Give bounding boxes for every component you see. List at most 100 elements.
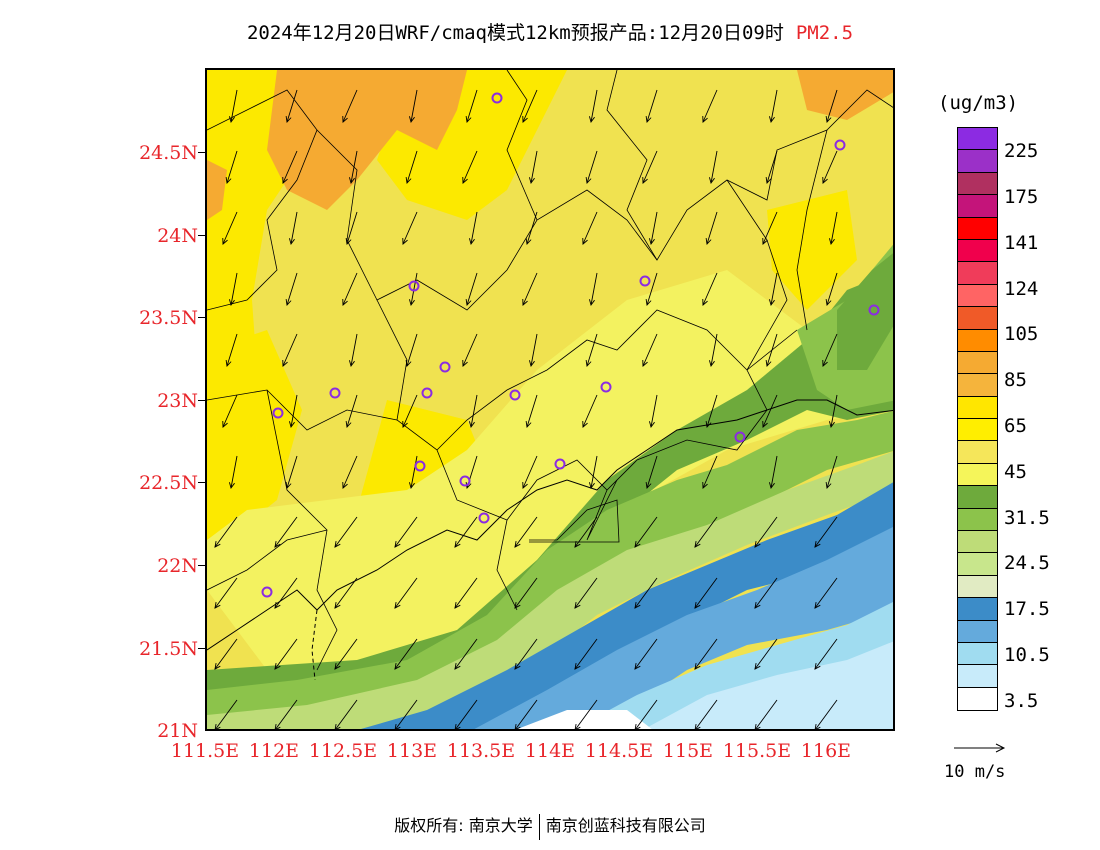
copyright: 版权所有: 南京大学 南京创蓝科技有限公司 xyxy=(0,812,1100,840)
wind-arrow-head xyxy=(465,481,472,489)
wind-arrow-head xyxy=(394,541,401,548)
wind-arrow xyxy=(462,150,478,184)
city-marker xyxy=(734,431,746,443)
wind-arrow xyxy=(282,333,298,367)
colorbar-label: 45 xyxy=(1004,461,1027,483)
colorbar-swatch xyxy=(958,150,997,173)
wind-arrow-head xyxy=(342,115,348,123)
wind-arrow xyxy=(695,699,718,729)
city-marker xyxy=(554,458,566,470)
field-zero xyxy=(517,710,652,729)
wind-arrow xyxy=(590,272,598,306)
wind-arrow-head xyxy=(702,115,708,123)
wind-arrow-head xyxy=(814,541,821,548)
wind-arrow xyxy=(706,211,718,245)
wind-arrow-head xyxy=(574,724,581,729)
wind-arrow xyxy=(694,638,718,670)
lat-label: 21N xyxy=(157,720,198,742)
title-variable: PM2.5 xyxy=(795,22,854,44)
wind-arrow-head xyxy=(522,481,528,489)
wind-arrow xyxy=(454,577,478,609)
copyright-owner: 版权所有: 南京大学 xyxy=(394,816,533,835)
wind-arrow xyxy=(646,272,658,306)
wind-arrow-head xyxy=(274,724,281,729)
colorbar-label: 175 xyxy=(1004,186,1039,208)
wind-arrow-head xyxy=(342,481,348,489)
wind-arrow-head xyxy=(468,421,475,429)
pm25-map xyxy=(205,68,895,731)
wind-arrow-head xyxy=(348,177,355,185)
wind-arrow xyxy=(410,455,418,489)
wind-arrow xyxy=(214,638,238,670)
wind-arrow-head xyxy=(828,238,835,246)
city-marker xyxy=(639,275,651,287)
wind-arrow xyxy=(710,333,718,367)
wind-arrow-head xyxy=(768,299,775,307)
wind-arrow-head xyxy=(528,360,535,368)
wind-arrow xyxy=(815,699,838,729)
wind-arrow xyxy=(830,394,838,428)
wind-arrow xyxy=(762,211,778,245)
wind-arrow xyxy=(230,455,238,489)
wind-arrow-head xyxy=(825,298,832,306)
wind-arrow xyxy=(694,577,718,609)
wind-arrow xyxy=(214,516,238,548)
boundaries xyxy=(207,70,893,671)
wind-arrow-head xyxy=(288,421,295,429)
colorbar-label: 141 xyxy=(1004,232,1039,254)
wind-arrow-head xyxy=(514,663,521,670)
wind-arrow xyxy=(634,516,658,548)
wind-arrow-head xyxy=(405,176,412,184)
wind-arrow xyxy=(526,394,538,428)
wind-arrow xyxy=(395,699,418,729)
wind-arrow xyxy=(642,150,658,184)
city-marker xyxy=(421,387,433,399)
colorbar-label: 65 xyxy=(1004,415,1027,437)
wind-arrow xyxy=(830,211,838,245)
wind-arrow xyxy=(274,638,298,670)
wind-arrow-head xyxy=(634,541,641,548)
colorbar-unit: (ug/m3) xyxy=(938,92,1019,114)
colorbar-swatch xyxy=(958,665,997,688)
city-marker xyxy=(834,139,846,151)
wind-arrow xyxy=(462,333,478,367)
wind-arrow-head xyxy=(334,541,341,548)
wind-arrow xyxy=(522,272,538,306)
lat-tick xyxy=(198,152,206,153)
wind-arrow-head xyxy=(228,482,235,490)
wind-arrow-head xyxy=(282,359,288,367)
city-marker xyxy=(600,381,612,393)
wind-arrow xyxy=(470,211,478,245)
wind-arrow xyxy=(650,394,658,428)
wind-arrow xyxy=(342,455,358,489)
wind-arrow xyxy=(394,638,418,670)
wind-arrow-head xyxy=(214,602,221,609)
wind-arrow xyxy=(230,89,238,123)
title-main: 2024年12月20日WRF/cmaq模式12km预报产品:12月20日09时 xyxy=(246,22,784,44)
field-85-105-ne xyxy=(797,70,893,120)
field-3-10-b xyxy=(474,527,893,729)
wind-arrow-head xyxy=(408,299,415,307)
wind-arrow xyxy=(574,577,598,609)
wind-arrow xyxy=(402,394,418,428)
wind-arrow xyxy=(515,699,538,729)
wind-arrow xyxy=(334,516,358,548)
city-marker xyxy=(439,361,451,373)
wind-arrow xyxy=(642,333,658,367)
lat-label: 24N xyxy=(157,225,198,247)
lon-label: 112.5E xyxy=(308,740,378,762)
wind-arrow xyxy=(646,455,658,489)
field-17-24 xyxy=(207,451,893,729)
field-24-31 xyxy=(207,411,893,729)
colorbar-swatch xyxy=(958,217,997,240)
wind-arrow-head xyxy=(394,663,401,670)
wind-arrow-head xyxy=(585,359,592,367)
wind-arrow xyxy=(646,89,658,123)
wind-arrow xyxy=(402,211,418,245)
wind-arrow xyxy=(590,89,598,123)
wind-arrow-head xyxy=(642,359,648,367)
wind-arrow-head xyxy=(225,176,232,184)
wind-arrow xyxy=(694,516,718,548)
wind-arrow xyxy=(755,699,778,729)
wind-arrow xyxy=(406,333,418,367)
